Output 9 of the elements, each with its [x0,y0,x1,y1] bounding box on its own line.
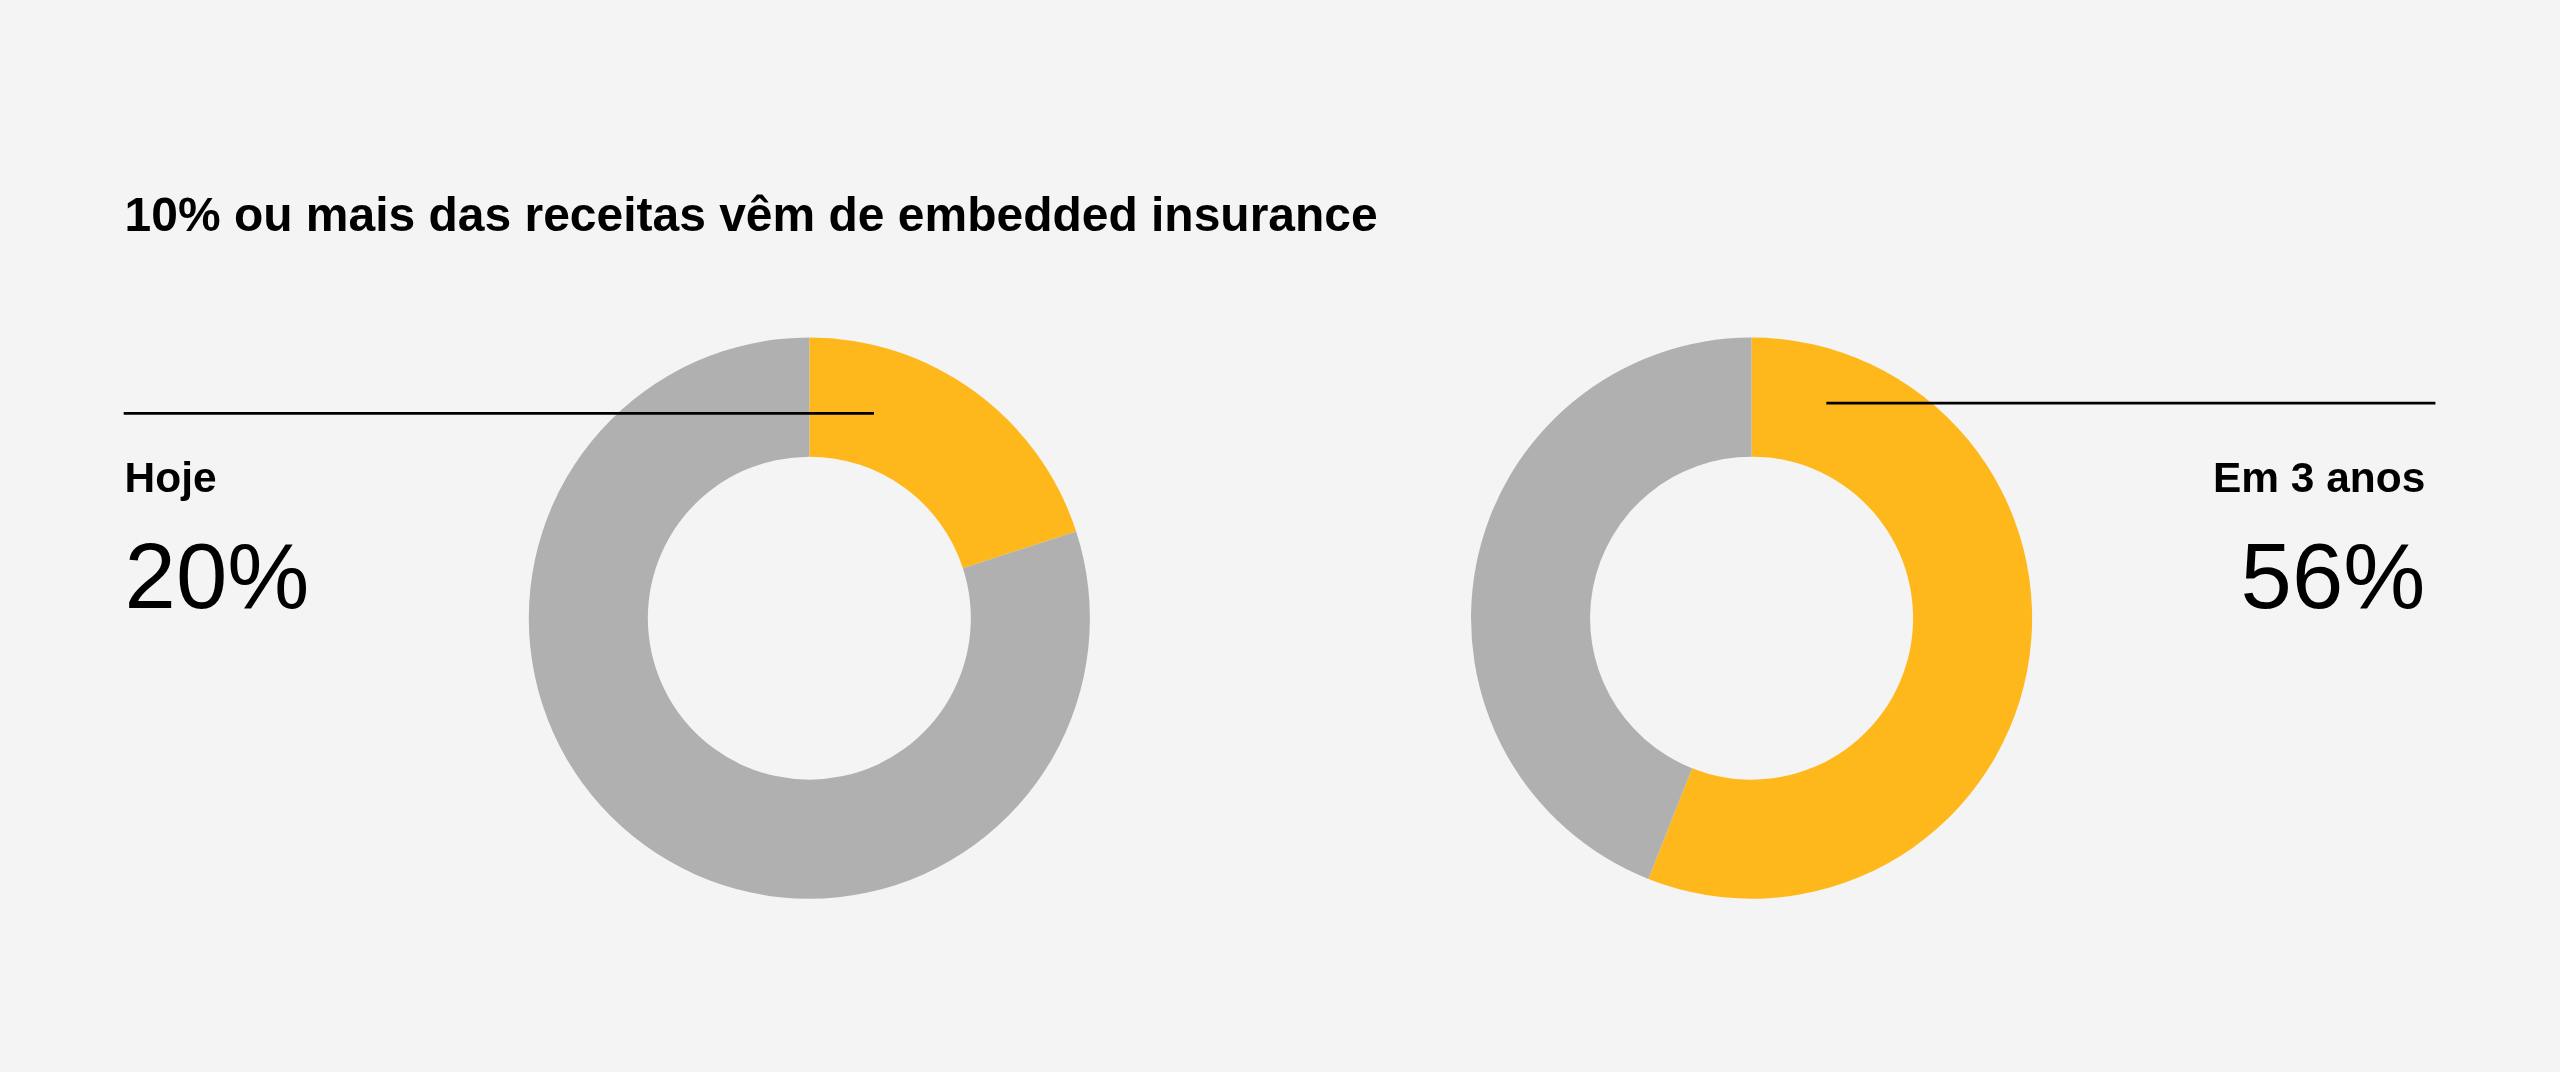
slice-label: Hoje [124,453,217,501]
data-label: 20% [124,523,310,628]
slice-label: Em 3 anos [2212,453,2426,501]
data-label: 56% [2240,523,2426,628]
donut-slice [528,337,1090,899]
donut-slice [1648,337,2032,899]
donut-slice [1471,337,1752,879]
donut-slice [809,337,1077,569]
chart-title: 10% ou mais das receitas vêm de embedded insurance [124,188,1378,242]
